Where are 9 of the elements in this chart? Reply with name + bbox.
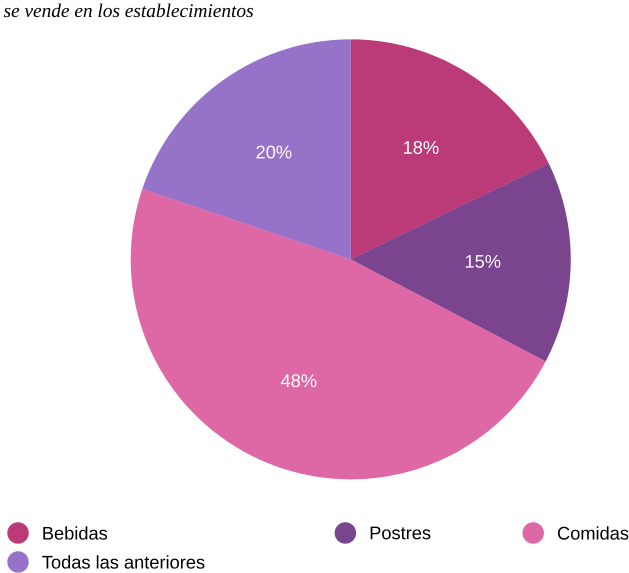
data-label: 48% <box>280 374 316 388</box>
legend-label: Comidas <box>558 526 628 540</box>
chart-title: se vende en los establecimientos <box>4 4 253 18</box>
legend-label: Bebidas <box>43 526 108 540</box>
data-label: 15% <box>466 255 500 268</box>
legend-label: Todas las anteriores <box>42 555 204 569</box>
legend-label: Postres <box>370 526 430 540</box>
data-label: 18% <box>404 141 438 154</box>
data-label: 20% <box>256 146 292 159</box>
